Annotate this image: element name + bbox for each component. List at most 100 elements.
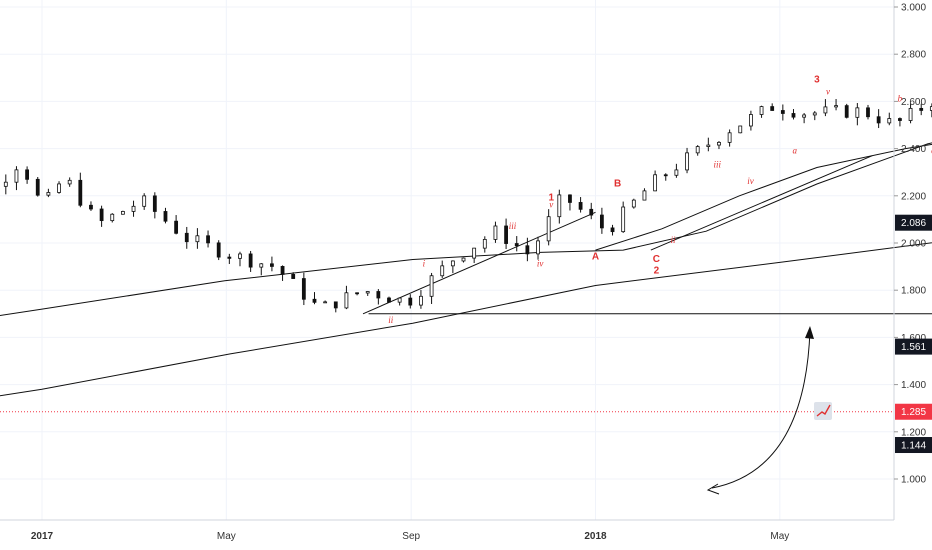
y-tick-label: 3.000 [901,3,926,14]
candle-body [482,239,487,249]
candle-body [195,235,200,243]
candle-body [110,213,115,222]
wave-label: iv [747,176,754,186]
x-axis[interactable]: 2017MaySep2018MaySep2019MaySep2020MaySep… [0,519,932,542]
candle-body [749,114,753,127]
wave-label: 2 [654,266,660,277]
wave-label: B [614,178,621,189]
candle-body [280,266,285,275]
candle-body [759,106,764,115]
candle-body [823,106,828,114]
candle-body [323,301,328,304]
trend-line [362,211,596,315]
y-tick-label: 2.200 [901,191,926,202]
candle-body [791,113,796,118]
wave-labels: 53vbc4aiiiivB1viiiiiAC2iviiiBAii(c)(a)iv… [388,75,932,326]
candle-body [99,208,104,222]
candle-body [919,107,924,111]
candle-body [89,204,93,210]
candle-body [152,195,157,212]
candle-body [504,225,508,244]
candle-body [57,183,61,193]
candle-body [333,301,338,309]
candle-body [365,291,370,294]
price-tag-bg [895,437,932,454]
candle-body [568,194,572,203]
candle-body [131,205,136,212]
wave-label: C [653,254,660,265]
candle-body [525,245,530,255]
candle-body [812,112,817,116]
y-tick-label: 1.200 [901,427,926,438]
y-tick-label: 2.400 [901,144,926,155]
candle-body [642,190,647,201]
chart-up-icon [814,402,832,420]
wave-label: i [423,259,426,269]
candle-body [514,243,519,247]
candle-body [238,253,242,259]
candle-body [557,194,562,218]
candle-body [695,146,700,154]
candle-body [216,242,221,258]
wave-label: v [826,86,830,96]
candle-body [855,107,860,118]
candle-body [259,263,264,268]
candle-body [397,297,402,303]
candle-body [727,132,732,143]
price-tag-bg [895,214,932,231]
candle-body [536,240,540,255]
price-tags: 2.086 1.561 1.285 1.144 [895,214,932,454]
candle-body [440,265,445,277]
price-tag-label: 2.086 [901,218,926,229]
wave-label: iii [509,221,517,231]
wave-label: ii [670,235,676,245]
candle-body [674,169,679,176]
candle-body [844,105,849,118]
y-axis[interactable]: 3.000 2.800 2.600 2.400 2.200 2.000 1.800 1.600… [893,0,926,520]
y-tick-label: 1.600 [901,333,926,344]
wave-label: b [898,93,903,103]
x-tick-label: May [217,531,236,542]
candle-body [717,141,721,146]
candle-body [174,220,179,234]
trend-line [650,155,873,251]
moving-average-short [595,143,932,251]
candle-body [429,275,434,297]
candle-body [461,257,466,262]
candle-body [780,110,785,114]
wave-label: v [549,200,553,210]
price-tag-label: 1.144 [901,441,926,452]
moving-average-long [0,242,932,397]
candle-body [3,181,8,187]
candle-body [653,174,658,192]
wave-label: 1 [548,193,554,204]
candle-body [685,152,689,171]
candle-body [25,169,29,180]
wave-label: ii [388,315,394,325]
candle-body [291,273,296,279]
y-tick-label: 1.400 [901,380,926,391]
wave-label: iii [714,159,722,169]
chart-grid [0,0,894,520]
price-tag-label: 1.561 [901,342,926,353]
y-tick-label: 2.000 [901,239,926,250]
candle-body [834,105,838,108]
x-tick-label: 2017 [31,531,54,542]
candle-body [610,227,615,233]
candle-body [301,278,306,300]
candles [3,98,932,313]
candle-body [227,256,232,259]
candle-body [419,295,423,306]
candle-body [163,211,168,222]
candle-body [248,253,253,268]
candle-body [866,107,870,118]
candle-body [450,260,455,267]
moving-average-mid [0,142,932,317]
candle-body [908,107,913,121]
y-tick-label: 2.600 [901,97,926,108]
candle-body [78,179,83,206]
moving-averages [0,142,932,397]
candle-body [344,292,349,309]
horizontal-levels: 100.00%(2.265)161.80%(2.167) [0,313,932,413]
